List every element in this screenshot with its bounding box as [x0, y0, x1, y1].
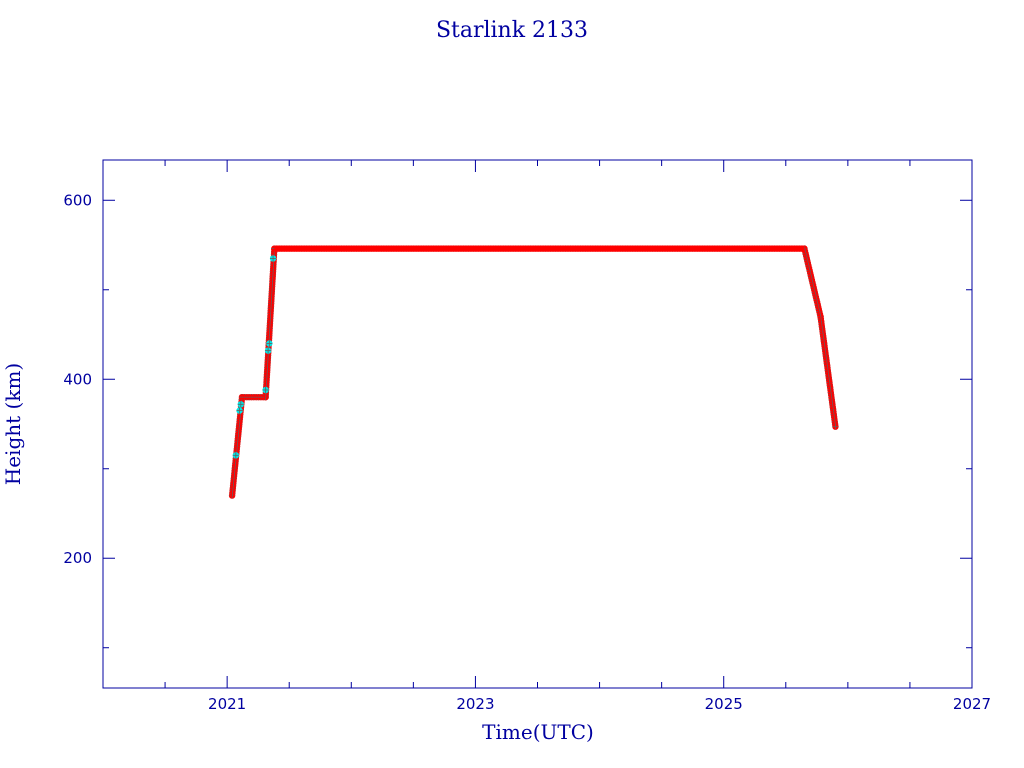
plot-frame: [102, 159, 973, 689]
x-tick-label: 2027: [953, 695, 991, 713]
chart-title: Starlink 2133: [436, 18, 588, 43]
tick-labels: 2021 2023 2025 2027 200 400 600: [63, 191, 991, 713]
data-point-secondary: [236, 407, 243, 414]
data-point-secondary: [266, 340, 273, 347]
data-point-secondary: [269, 255, 277, 262]
data-point-secondary: [262, 386, 269, 394]
y-tick-label: 600: [63, 191, 92, 209]
y-tick-label: 200: [63, 549, 92, 567]
x-tick-label: 2021: [208, 695, 246, 713]
y-axis-label: Height (km): [1, 363, 25, 485]
y-tick-label: 400: [63, 370, 92, 388]
data-point-secondary: [237, 401, 244, 408]
data-point-secondary: [264, 347, 272, 354]
x-tick-label: 2025: [705, 695, 743, 713]
data-point: [832, 423, 839, 430]
x-tick-label: 2023: [456, 695, 494, 713]
data-point-secondary: [232, 452, 240, 459]
data-points: [228, 245, 839, 499]
axis-ticks: [103, 160, 973, 688]
x-axis-label: Time(UTC): [482, 720, 594, 744]
